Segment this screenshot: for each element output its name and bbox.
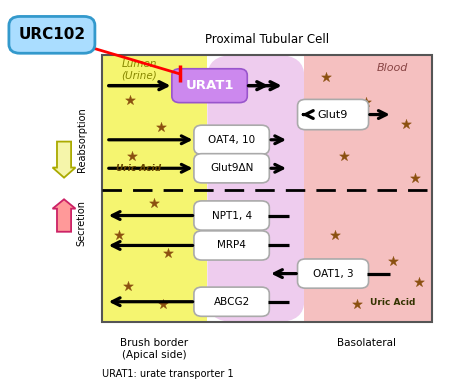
Text: Glut9ΔN: Glut9ΔN [210, 163, 253, 173]
Point [363, 99, 370, 105]
FancyBboxPatch shape [297, 100, 369, 130]
Text: Blood: Blood [377, 63, 408, 73]
Text: Glut9: Glut9 [318, 109, 348, 120]
Point [402, 120, 410, 127]
Text: Secretion: Secretion [76, 200, 87, 246]
Point [126, 97, 134, 103]
Text: URAT1: URAT1 [185, 79, 234, 92]
Point [116, 232, 123, 238]
FancyBboxPatch shape [194, 231, 269, 260]
FancyBboxPatch shape [172, 69, 247, 103]
Text: Reabsorption: Reabsorption [76, 107, 87, 172]
Point [341, 153, 348, 159]
FancyBboxPatch shape [194, 287, 269, 316]
FancyBboxPatch shape [102, 55, 207, 322]
Text: OAT1, 3: OAT1, 3 [313, 269, 353, 279]
Point [164, 250, 171, 256]
Point [129, 153, 136, 159]
Point [354, 301, 361, 307]
Point [389, 258, 396, 264]
FancyBboxPatch shape [194, 154, 269, 183]
Point [124, 283, 131, 289]
FancyBboxPatch shape [194, 125, 269, 154]
Text: Proximal Tubular Cell: Proximal Tubular Cell [205, 33, 329, 46]
FancyBboxPatch shape [304, 55, 432, 322]
Text: Basolateral: Basolateral [337, 338, 396, 348]
FancyArrow shape [53, 199, 76, 232]
Text: URC102: URC102 [18, 27, 86, 42]
FancyBboxPatch shape [207, 55, 304, 322]
Text: URAT1: urate transporter 1: URAT1: urate transporter 1 [102, 369, 233, 379]
Text: OAT4, 10: OAT4, 10 [208, 135, 255, 145]
Text: Uric Acid: Uric Acid [117, 164, 162, 173]
Text: Lumen
(Urine): Lumen (Urine) [121, 59, 157, 80]
Text: MRP4: MRP4 [217, 240, 246, 250]
Point [323, 74, 330, 80]
Point [160, 301, 167, 307]
FancyBboxPatch shape [9, 16, 95, 53]
Point [415, 279, 423, 285]
FancyBboxPatch shape [297, 259, 369, 288]
Text: Uric Acid: Uric Acid [370, 298, 415, 307]
Point [332, 232, 339, 238]
FancyArrow shape [53, 142, 76, 178]
Text: NPT1, 4: NPT1, 4 [212, 211, 252, 221]
Point [411, 174, 418, 181]
Text: ABCG2: ABCG2 [213, 297, 250, 307]
FancyBboxPatch shape [194, 201, 269, 230]
Text: Brush border
(Apical side): Brush border (Apical side) [121, 338, 189, 360]
Point [151, 200, 158, 206]
Point [158, 124, 165, 130]
